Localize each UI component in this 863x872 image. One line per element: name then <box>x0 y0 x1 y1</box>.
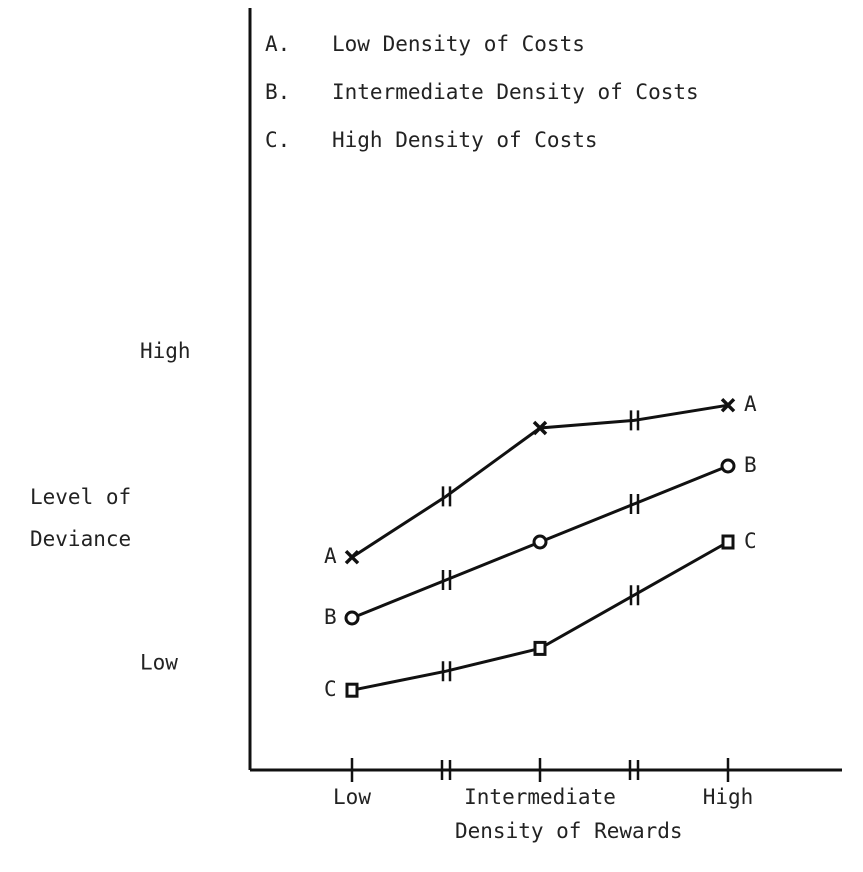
legend-label: Intermediate Density of Costs <box>332 80 699 104</box>
legend-key: A. <box>265 32 290 56</box>
series-end-label: A <box>324 544 337 568</box>
series-end-label: C <box>744 529 757 553</box>
x-tick-label: High <box>703 785 754 809</box>
point-marker <box>629 494 640 514</box>
legend-key: C. <box>265 128 290 152</box>
x-tick-label: Intermediate <box>464 785 616 809</box>
point-marker <box>720 397 736 413</box>
x-tick-label: Low <box>333 785 371 809</box>
point-marker <box>532 534 548 550</box>
y-tick-label: Low <box>140 651 178 675</box>
series-end-label: C <box>324 677 337 701</box>
point-marker <box>721 534 735 550</box>
point-marker <box>532 420 548 436</box>
series-end-label: B <box>744 453 757 477</box>
series-end-label: B <box>324 605 337 629</box>
point-marker <box>629 410 640 431</box>
legend-label: Low Density of Costs <box>332 32 585 56</box>
point-marker <box>344 549 360 565</box>
point-marker <box>629 585 640 606</box>
point-marker <box>441 570 452 590</box>
point-marker <box>441 661 452 682</box>
legend-key: B. <box>265 80 290 104</box>
series-end-label: A <box>744 392 757 416</box>
point-marker <box>720 458 736 474</box>
point-marker <box>344 610 360 626</box>
series-line <box>351 540 729 692</box>
y-axis-label: Level of <box>30 485 131 509</box>
point-marker <box>441 486 452 507</box>
point-marker <box>345 682 359 698</box>
y-tick-label: High <box>140 339 191 363</box>
x-axis-label: Density of Rewards <box>455 819 683 843</box>
y-axis-label: Deviance <box>30 527 131 551</box>
point-marker <box>533 640 547 656</box>
legend-label: High Density of Costs <box>332 128 598 152</box>
